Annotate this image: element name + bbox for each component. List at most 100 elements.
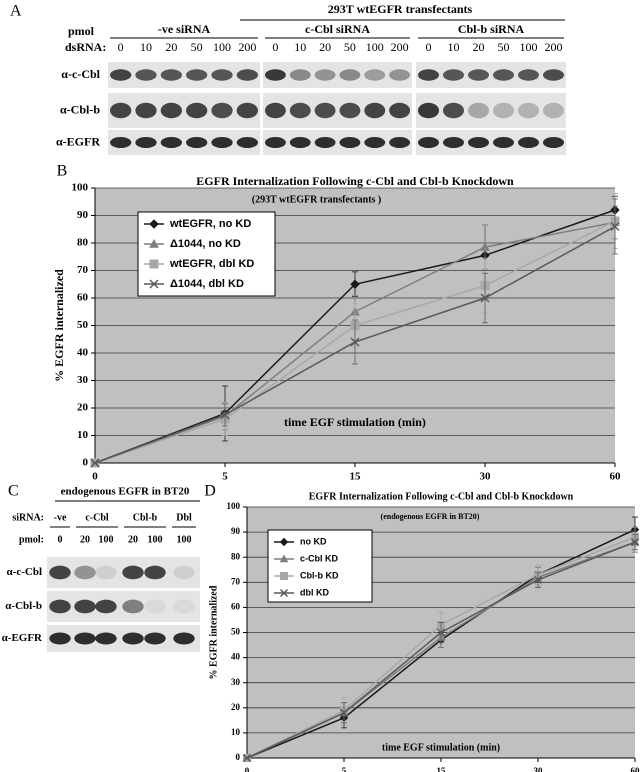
legend — [137, 211, 276, 297]
blot-band — [236, 69, 258, 81]
legend-marker — [280, 572, 288, 580]
legend-marker — [149, 219, 159, 229]
lane-label: 200 — [391, 40, 409, 54]
blot-band — [364, 69, 386, 81]
lane-label: 100 — [99, 534, 114, 545]
y-tick-label: 80 — [77, 237, 89, 249]
row-header: pmol — [68, 24, 95, 38]
lane-label: 100 — [177, 534, 192, 545]
blot-band — [160, 69, 182, 81]
data-point — [610, 221, 620, 232]
legend-marker — [279, 588, 289, 598]
blot-band — [135, 102, 157, 119]
legend-label: wtEGFR, no KD — [169, 218, 251, 230]
y-tick-label: 90 — [231, 526, 241, 536]
lane-label: 100 — [148, 534, 163, 545]
data-point — [350, 279, 360, 289]
lane-label: 50 — [191, 40, 203, 54]
blot-band — [389, 69, 411, 81]
blot-band — [95, 632, 117, 645]
lane-label: 20 — [473, 40, 485, 54]
blot — [108, 130, 260, 155]
blot-band — [110, 102, 132, 119]
blot-band — [468, 137, 489, 148]
blot-band — [314, 69, 336, 81]
row-header: dsRNA: — [65, 40, 106, 54]
blot-band — [186, 69, 208, 81]
group-label: c-Cbl siRNA — [305, 22, 370, 36]
blot-band — [110, 137, 132, 148]
blot — [263, 62, 412, 88]
blot-band — [468, 102, 489, 119]
legend-marker — [279, 554, 289, 563]
legend-marker — [279, 537, 289, 547]
y-tick-label: 60 — [77, 292, 89, 304]
blot-band — [443, 69, 464, 81]
blot-band — [95, 599, 117, 614]
blot-band — [144, 632, 166, 645]
legend-label: no KD — [300, 536, 327, 546]
data-point — [242, 753, 252, 763]
blot-band — [135, 69, 157, 81]
y-tick-label: 0 — [83, 457, 89, 469]
y-tick-label: 20 — [231, 702, 241, 712]
blot-band — [364, 137, 386, 148]
blot-band — [211, 137, 233, 148]
panel-label: D — [204, 483, 216, 500]
blot-band — [186, 102, 208, 119]
group-label: -ve siRNA — [158, 22, 211, 36]
blot-band — [339, 69, 361, 81]
row-header: siRNA: — [12, 512, 44, 523]
blot — [263, 93, 412, 128]
data-point — [339, 708, 349, 717]
lane-label: 100 — [213, 40, 231, 54]
blot-band — [264, 69, 286, 81]
blot-band — [49, 599, 71, 614]
chart-title: EGFR Internalization Following c-Cbl and… — [309, 491, 574, 502]
y-tick-label: 40 — [77, 347, 89, 359]
blot-band — [264, 102, 286, 119]
data-point — [480, 293, 490, 303]
group-label: Cbl-b siRNA — [458, 22, 525, 36]
legend-marker — [149, 279, 159, 289]
y-tick-label: 80 — [231, 551, 241, 561]
blot-band — [418, 69, 439, 81]
lane-label: 20 — [165, 40, 177, 54]
blot-band — [122, 599, 144, 614]
y-tick-label: 0 — [236, 752, 241, 762]
blot-band — [339, 102, 361, 119]
lane-label: 10 — [294, 40, 306, 54]
blot-band — [543, 102, 564, 119]
y-tick-label: 30 — [77, 374, 89, 386]
blot-band — [468, 69, 489, 81]
lane-label: 20 — [80, 534, 90, 545]
group-label: Cbl-b — [133, 512, 158, 523]
blot-band — [110, 69, 132, 81]
row-header: pmol: — [19, 534, 44, 545]
row-label: α-EGFR — [2, 632, 43, 644]
x-axis-label: time EGF stimulation (min) — [382, 742, 500, 753]
lane-label: 10 — [448, 40, 460, 54]
blot-band — [74, 632, 96, 645]
blot-band — [160, 102, 182, 119]
x-tick-label: 0 — [92, 471, 98, 483]
chart-subtitle: (293T wtEGFR transfectants ) — [252, 194, 382, 205]
blot-band — [49, 632, 71, 645]
data-point — [220, 410, 230, 420]
x-tick-label: 30 — [534, 766, 544, 772]
blot-band — [236, 102, 258, 119]
blot — [263, 130, 412, 155]
blot-band — [264, 137, 286, 148]
data-point — [630, 538, 640, 547]
chart-subtitle: (endogenous EGFR in BT20) — [381, 512, 480, 521]
blot-band — [211, 102, 233, 119]
x-tick-label: 60 — [610, 471, 622, 483]
blot-band — [443, 102, 464, 119]
blot-band — [74, 565, 96, 580]
row-label: α-c-Cbl — [61, 67, 100, 81]
blot-band — [518, 102, 539, 119]
blot-band — [314, 102, 336, 119]
data-point — [90, 458, 100, 468]
blot-band — [289, 137, 311, 148]
